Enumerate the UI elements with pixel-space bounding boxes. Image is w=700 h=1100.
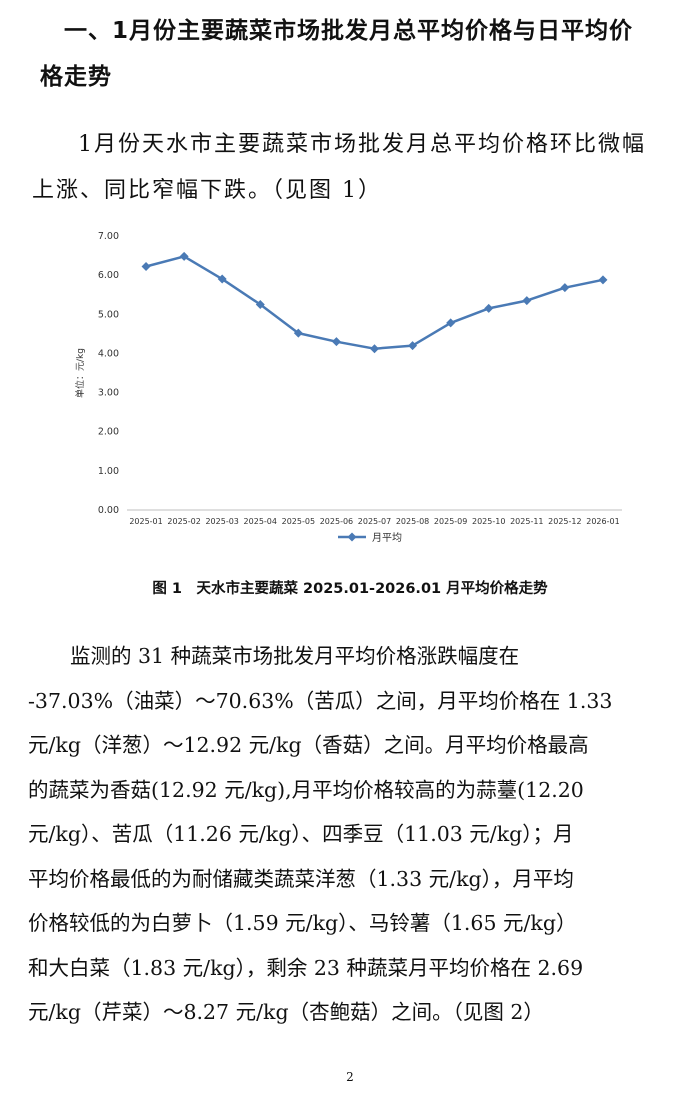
data-point-marker xyxy=(217,274,227,284)
y-tick-label: 2.00 xyxy=(98,427,119,438)
x-tick-label: 2026-01 xyxy=(586,517,619,526)
data-point-marker xyxy=(141,262,151,272)
body-line: 元/kg（洋葱）～12.92 元/kg（香菇）之间。月平均价格最高 xyxy=(28,733,589,757)
y-axis-label: 单位：元/kg xyxy=(74,348,86,398)
body-line: 价格较低的为白萝卜（1.59 元/kg）、马铃薯（1.65 元/kg） xyxy=(28,911,577,935)
x-tick-label: 2025-04 xyxy=(244,517,277,526)
data-point-marker xyxy=(370,344,379,354)
x-tick-label: 2025-01 xyxy=(129,517,162,526)
body-line: 监测的 31 种蔬菜市场批发月平均价格涨跌幅度在 xyxy=(70,644,520,668)
intro-paragraph: 1月份天水市主要蔬菜市场批发月总平均价格环比微幅 上涨、同比窄幅下跌。（见图 1… xyxy=(32,122,672,214)
section-heading: 一、1月份主要蔬菜市场批发月总平均价格与日平均价 格走势 xyxy=(36,8,676,100)
y-tick-label: 5.00 xyxy=(98,309,119,320)
data-point-marker xyxy=(179,251,189,261)
data-point-marker xyxy=(598,275,608,285)
data-point-marker xyxy=(560,283,570,293)
series-line xyxy=(145,255,604,350)
data-point-marker xyxy=(484,303,494,313)
intro-line-1: 1月份天水市主要蔬菜市场批发月总平均价格环比微幅 xyxy=(78,132,646,157)
y-tick-label: 4.00 xyxy=(98,348,119,359)
legend-marker xyxy=(347,532,357,542)
y-tick-label: 3.00 xyxy=(98,388,119,399)
data-point-marker xyxy=(293,328,303,338)
page-number: 2 xyxy=(346,1070,354,1084)
legend-label: 月平均 xyxy=(372,532,402,544)
x-tick-label: 2025-12 xyxy=(548,517,581,526)
body-line: -37.03%（油菜）～70.63%（苦瓜）之间，月平均价格在 1.33 xyxy=(28,688,613,713)
y-tick-label: 0.00 xyxy=(98,505,119,516)
figure-caption: 图 1 天水市主要蔬菜 2025.01-2026.01 月平均价格走势 xyxy=(152,581,548,597)
data-point-marker xyxy=(446,318,456,328)
body-line: 元/kg（芹菜）～8.27 元/kg（杏鲍菇）之间。（见图 2） xyxy=(28,1000,544,1024)
x-tick-label: 2025-05 xyxy=(282,517,315,526)
x-tick-label: 2025-02 xyxy=(167,517,200,526)
data-point-marker xyxy=(522,296,532,306)
section-heading-line-2: 格走势 xyxy=(40,64,112,90)
body-line: 平均价格最低的为耐储藏类蔬菜洋葱（1.33 元/kg），月平均 xyxy=(28,866,574,891)
y-tick-label: 1.00 xyxy=(98,466,119,477)
y-tick-label: 7.00 xyxy=(98,231,119,242)
x-tick-label: 2025-11 xyxy=(510,517,543,526)
body-line: 和大白菜（1.83 元/kg），剩余 23 种蔬菜月平均价格在 2.69 xyxy=(28,955,584,980)
body-paragraph: 监测的 31 种蔬菜市场批发月平均价格涨跌幅度在 -37.03%（油菜）～70.6… xyxy=(28,634,678,1035)
body-line: 元/kg）、苦瓜（11.26 元/kg）、四季豆（11.03 元/kg）；月 xyxy=(28,822,574,846)
data-point-marker xyxy=(255,300,265,309)
x-tick-label: 2025-10 xyxy=(472,517,505,526)
x-tick-label: 2025-09 xyxy=(434,517,467,526)
x-tick-label: 2025-06 xyxy=(320,517,353,526)
data-point-marker xyxy=(331,337,341,347)
x-tick-label: 2025-08 xyxy=(396,517,429,526)
intro-line-2: 上涨、同比窄幅下跌。（见图 1） xyxy=(32,178,382,203)
body-line: 的蔬菜为香菇(12.92 元/kg),月平均价格较高的为蒜薹(12.20 xyxy=(28,777,584,802)
y-tick-label: 6.00 xyxy=(98,270,119,281)
price-trend-chart: 0.00 1.00 2.00 3.00 4.00 5.00 6.00 7.00 2025-01 2… xyxy=(74,231,622,544)
data-point-marker xyxy=(408,341,418,351)
x-tick-label: 2025-07 xyxy=(358,517,391,526)
x-tick-label: 2025-03 xyxy=(205,517,238,526)
section-heading-line-1: 一、1月份主要蔬菜市场批发月总平均价格与日平均价 xyxy=(64,18,634,44)
